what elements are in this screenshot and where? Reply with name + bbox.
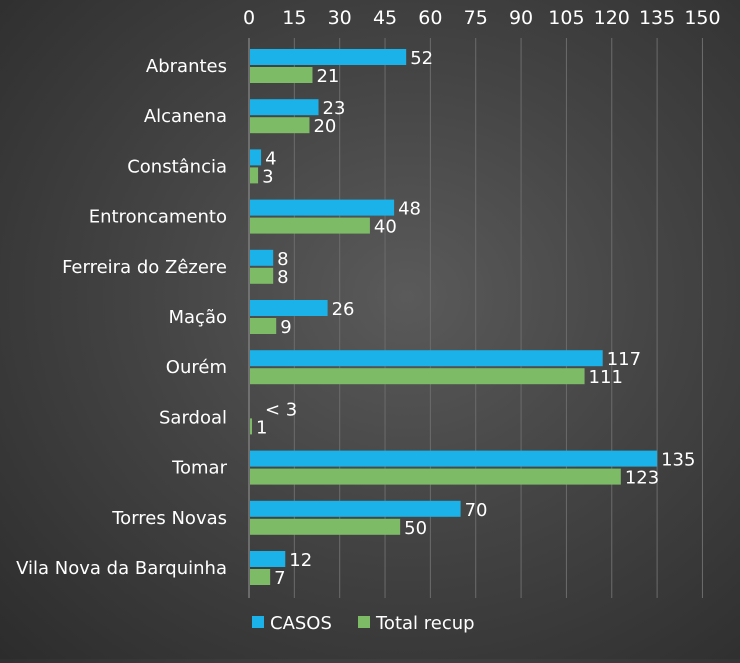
total-recup-bar: [250, 267, 274, 284]
data-label: 23: [323, 98, 346, 119]
x-tick-label: 60: [418, 7, 442, 29]
data-label: 7: [274, 568, 285, 589]
category-label: Ferreira do Zêzere: [62, 257, 227, 278]
total-recup-bar: [250, 569, 271, 585]
category-label: Entroncamento: [89, 207, 227, 228]
data-label: 1: [256, 417, 267, 438]
data-label: < 3: [265, 399, 297, 420]
total-recup-bar: [250, 167, 259, 184]
total-recup-bar: [250, 368, 585, 385]
casos-bar: [250, 149, 262, 166]
casos-bar: [250, 350, 603, 367]
category-labels: Abrantes Alcanena Constância Entroncamento F…: [16, 56, 227, 579]
data-label: 117: [607, 349, 641, 370]
total-recup-bar: [250, 217, 370, 234]
x-tick-label: 90: [509, 7, 533, 29]
casos-bar: [250, 49, 407, 65]
category-label: Constância: [127, 156, 227, 177]
data-label: 20: [313, 116, 336, 137]
data-label: 111: [589, 367, 623, 388]
casos-bar: [250, 99, 319, 116]
casos-bar: [250, 551, 286, 567]
x-tick-label: 45: [373, 7, 397, 29]
data-label: 4: [265, 148, 276, 169]
category-label: Alcanena: [144, 106, 227, 127]
legend-label: Total recup: [375, 613, 475, 634]
data-label: 26: [332, 299, 355, 320]
category-label: Sardoal: [159, 407, 227, 428]
x-tick-label: 120: [594, 7, 630, 29]
data-label: 52: [410, 48, 433, 69]
x-tick-label: 75: [464, 7, 488, 29]
category-label: Ourém: [166, 357, 227, 378]
data-label: 123: [625, 468, 659, 489]
total-recup-bar: [250, 67, 313, 83]
total-recup-bar: [250, 318, 277, 334]
data-label: 135: [661, 450, 695, 471]
data-label: 21: [316, 66, 339, 87]
category-label: Mação: [169, 307, 228, 328]
data-label: 40: [374, 217, 397, 238]
total-recup-bar: [250, 518, 401, 535]
x-tick-label: 135: [639, 7, 675, 29]
x-tick-label: 30: [328, 7, 352, 29]
data-label: 9: [280, 317, 291, 338]
legend-swatch: [252, 616, 264, 628]
casos-bar: [250, 199, 395, 216]
casos-bar: [250, 249, 274, 266]
data-label: 12: [289, 550, 312, 571]
data-label: 8: [277, 249, 288, 270]
legend: CASOS Total recup: [252, 613, 475, 634]
x-tick-label: 105: [548, 7, 584, 29]
total-recup-bar: [250, 117, 310, 134]
legend-swatch: [358, 616, 370, 628]
data-label: 48: [398, 199, 421, 220]
x-tick-label: 150: [684, 7, 720, 29]
casos-bar: [250, 300, 328, 316]
data-label: 50: [404, 518, 427, 539]
category-label: Torres Novas: [111, 508, 227, 529]
data-label: 3: [262, 166, 273, 187]
category-label: Vila Nova da Barquinha: [16, 558, 227, 579]
casos-bar: [250, 500, 461, 517]
x-tick-label: 15: [282, 7, 306, 29]
total-recup-bar: [250, 418, 253, 435]
total-recup-bar: [250, 468, 621, 485]
category-label: Tomar: [171, 458, 228, 479]
data-label: 70: [465, 500, 488, 521]
legend-label: CASOS: [270, 613, 332, 634]
x-tick-label: 0: [243, 7, 255, 29]
bars: [250, 49, 658, 585]
casos-bar: [250, 450, 658, 467]
data-label: 8: [277, 267, 288, 288]
x-axis-ticks: 0 15 30 45 60 75 90 105 120 135 150: [243, 7, 721, 29]
category-label: Abrantes: [146, 56, 227, 77]
